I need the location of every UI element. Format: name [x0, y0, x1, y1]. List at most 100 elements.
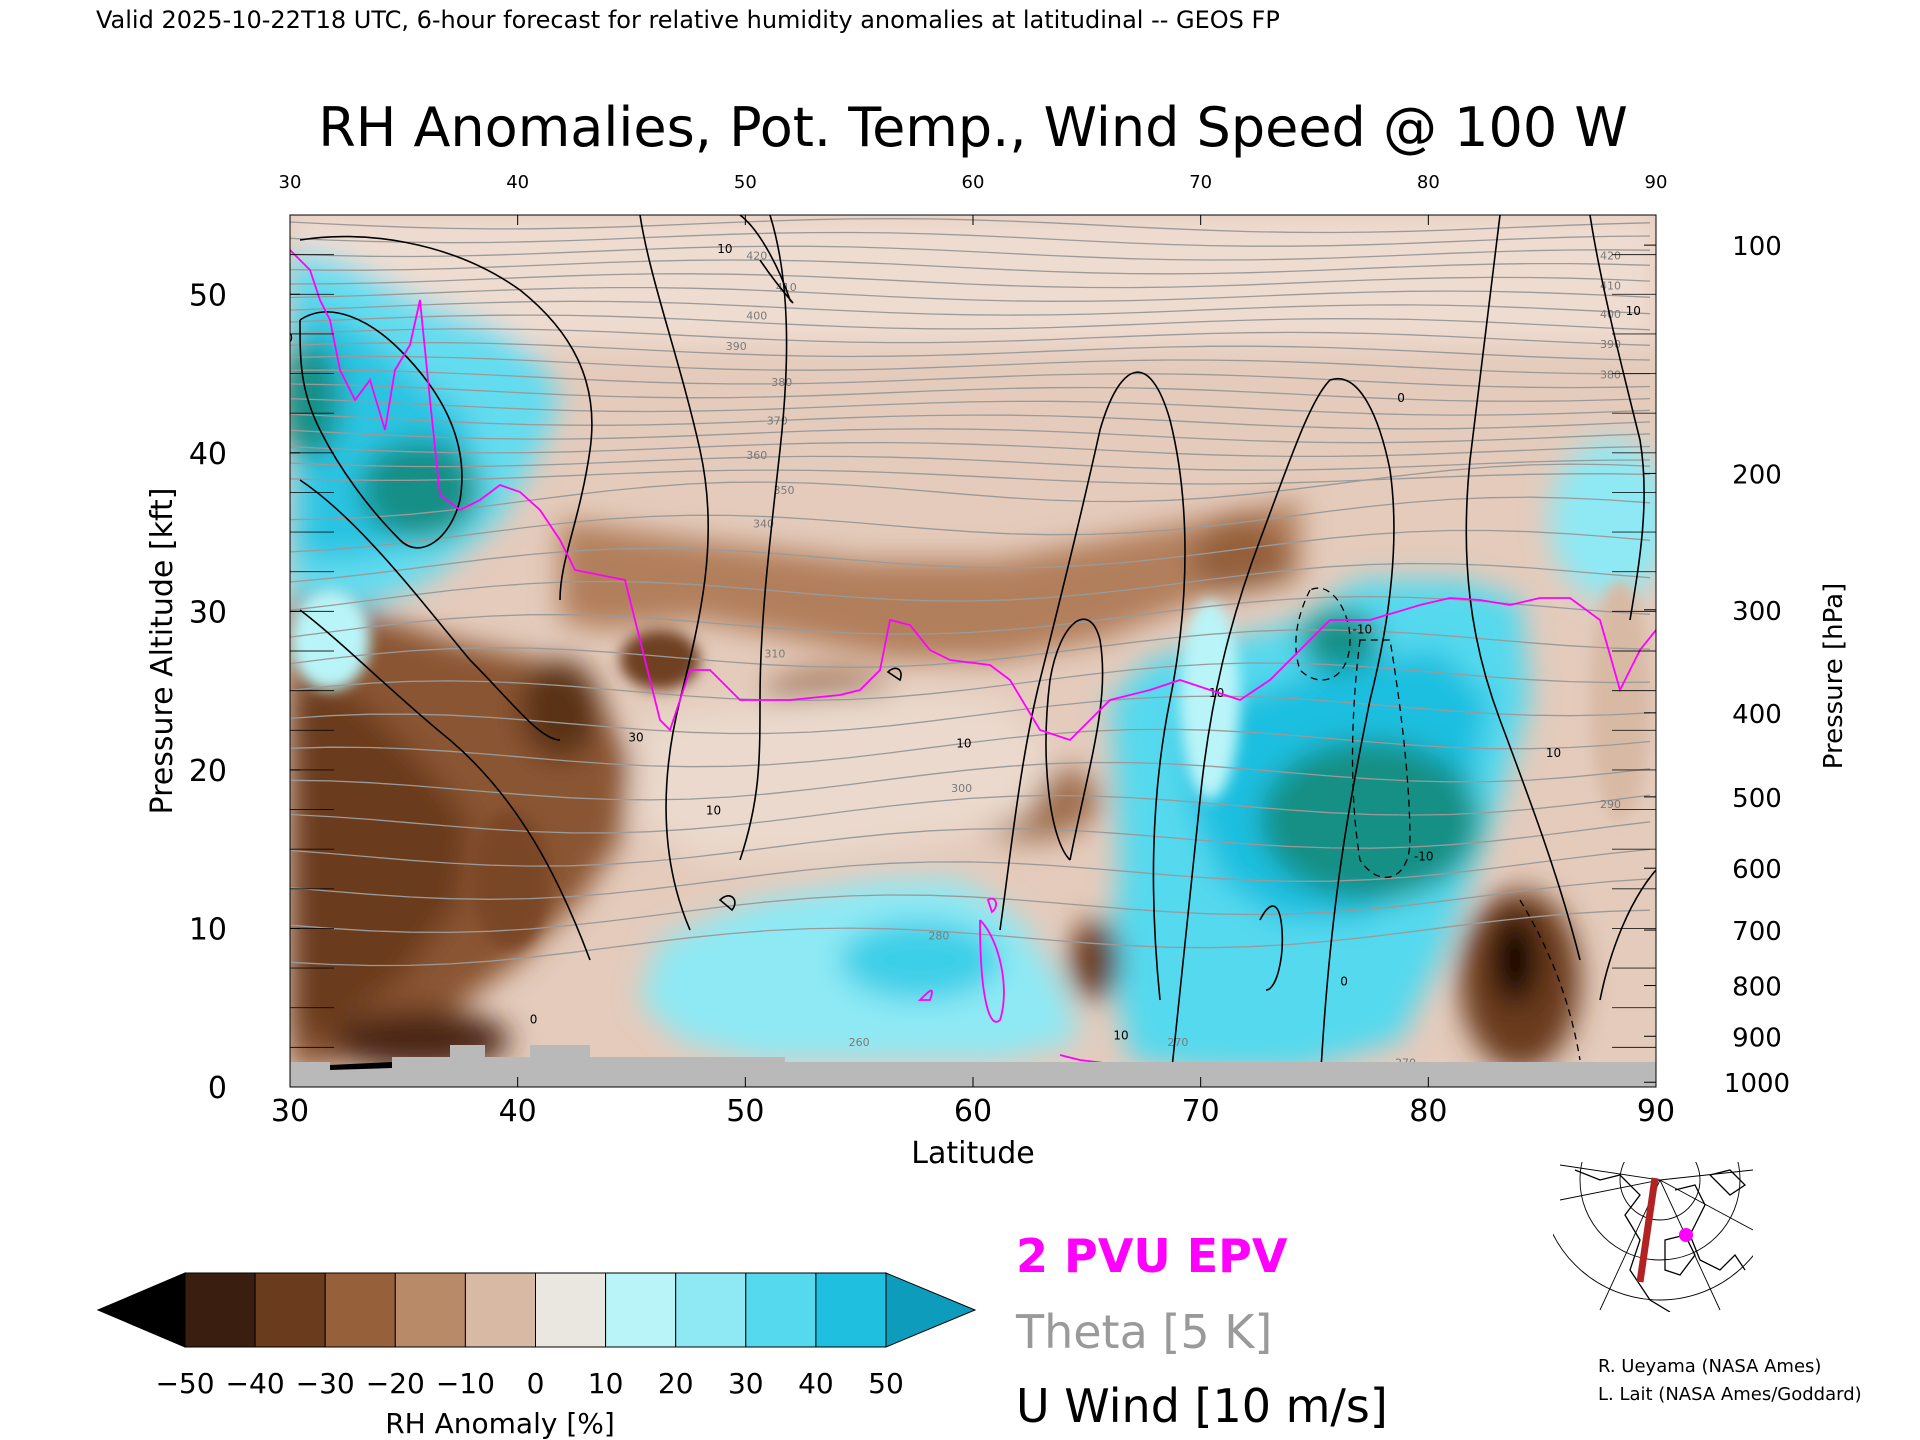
- rh-anomaly-detail: [290, 580, 1650, 950]
- theta-contour-label: 310: [764, 647, 785, 660]
- theta-contour-label: 300: [951, 782, 972, 795]
- theta-contour-label: 400: [1600, 308, 1621, 321]
- pressure-tick-label: 400: [1732, 700, 1782, 730]
- theta-contour: [290, 529, 1651, 583]
- wind-contour-label: 0: [530, 1013, 538, 1027]
- wind-contour-label: 0: [1340, 975, 1348, 989]
- y2-axis-label: Pressure [hPa]: [1819, 583, 1849, 770]
- wind-contour-label: -10: [1414, 849, 1434, 863]
- colorbar: −50 −40 −30 −20 −10 0 10 20 30 40 50: [96, 1272, 977, 1400]
- theta-contour: [290, 695, 1651, 735]
- theta-contour-label: 400: [746, 310, 767, 323]
- theta-contour: [290, 595, 1651, 638]
- theta-contour-label: 390: [726, 340, 747, 353]
- colorbar-under-arrow: [96, 1272, 186, 1348]
- inset-map: [1553, 1162, 1753, 1312]
- colorbar-tick-label: 30: [728, 1367, 764, 1400]
- theta-contour: [290, 286, 1651, 302]
- location-marker: [1679, 1228, 1693, 1242]
- x-tick-label-top: 70: [1189, 172, 1212, 193]
- wind-contour-label: 10: [717, 242, 732, 256]
- theta-contour: [290, 496, 1651, 553]
- terrain: [290, 1045, 1656, 1087]
- theta-contour: [290, 821, 1651, 867]
- theta-contour: [290, 455, 1651, 471]
- y-tick-label: 10: [189, 912, 227, 947]
- theta-contour: [290, 909, 1651, 967]
- theta-contour-label: 290: [1600, 798, 1621, 811]
- pressure-tick-label: 1000: [1724, 1069, 1790, 1099]
- theta-contour: [290, 218, 1651, 234]
- theta-contour: [290, 231, 1651, 247]
- theta-contour-label: 270: [1167, 1036, 1188, 1049]
- x-tick-label-top: 80: [1417, 172, 1440, 193]
- legend-u-wind: U Wind [10 m/s]: [1016, 1379, 1388, 1433]
- wind-contour-label: 10: [1626, 304, 1641, 318]
- credit-line-2: L. Lait (NASA Ames/Goddard): [1598, 1384, 1862, 1405]
- theta-contour: [290, 761, 1651, 801]
- pressure-tick-label: 500: [1732, 784, 1782, 814]
- x-tick-label-top: 50: [734, 172, 757, 193]
- colorbar-segment: [394, 1272, 466, 1348]
- theta-contour: [290, 369, 1651, 389]
- theta-contour: [290, 355, 1651, 375]
- x-tick-label: 50: [726, 1094, 764, 1129]
- wind-contours-negative: [1295, 587, 1581, 1061]
- x-tick-label-top: 30: [279, 172, 302, 193]
- theta-contour: [290, 245, 1651, 261]
- theta-contour-label: 410: [1600, 280, 1621, 293]
- header-caption: Valid 2025-10-22T18 UTC, 6-hour forecast…: [96, 6, 1280, 34]
- colorbar-tick-label: −10: [436, 1367, 495, 1400]
- pressure-tick-label: 300: [1732, 597, 1782, 627]
- theta-contour: [290, 413, 1651, 430]
- wind-contour-label: -10: [1353, 623, 1373, 637]
- theta-contour: [290, 441, 1651, 458]
- colorbar-segment: [464, 1272, 536, 1348]
- x-tick-label: 80: [1409, 1094, 1447, 1129]
- x-tick-label: 40: [499, 1094, 537, 1129]
- theta-contour: [290, 469, 1651, 485]
- pressure-tick-label: 700: [1732, 917, 1782, 947]
- colorbar-tick-label: −50: [155, 1367, 214, 1400]
- colorbar-tick-label: 0: [527, 1367, 545, 1400]
- theta-contour: [290, 878, 1651, 934]
- x-tick-label: 30: [271, 1094, 309, 1129]
- colorbar-tick-label: −40: [226, 1367, 285, 1400]
- theta-contour-label: 370: [767, 414, 788, 427]
- theta-contour: [290, 273, 1651, 289]
- theta-contour-label: 260: [849, 1036, 870, 1049]
- theta-contour-label: 380: [1600, 368, 1621, 381]
- colorbar-segment: [815, 1272, 887, 1348]
- x-tick-label-top: 90: [1645, 172, 1668, 193]
- wind-contour-label: 30: [628, 730, 643, 744]
- y-tick-label: 40: [189, 437, 227, 472]
- wind-contour-label: 10: [706, 803, 721, 817]
- pressure-tick-label: 600: [1732, 855, 1782, 885]
- x-tick-label-top: 40: [506, 172, 529, 193]
- colorbar-tick-label: −30: [296, 1367, 355, 1400]
- y-tick-label: 0: [208, 1071, 227, 1106]
- theta-contours: [290, 218, 1651, 967]
- wind-contours: [299, 215, 1656, 1087]
- credit-line-1: R. Ueyama (NASA Ames): [1598, 1356, 1821, 1377]
- theta-contour-label: 360: [746, 449, 767, 462]
- theta-contour: [290, 328, 1651, 346]
- colorbar-tick-label: −20: [366, 1367, 425, 1400]
- colorbar-label: RH Anomaly [%]: [385, 1407, 615, 1440]
- terrain-shadow: [330, 1062, 392, 1070]
- x-axis-label: Latitude: [911, 1136, 1034, 1171]
- theta-contour: [290, 728, 1651, 768]
- colorbar-tick-label: 10: [588, 1367, 624, 1400]
- colorbar-segment: [605, 1272, 677, 1348]
- colorbar-segment: [745, 1272, 817, 1348]
- colorbar-segment: [254, 1272, 326, 1348]
- colorbar-segment: [535, 1272, 607, 1348]
- theta-contour-label: 280: [928, 930, 949, 943]
- colorbar-tick-label: 20: [658, 1367, 694, 1400]
- section-line: [1636, 1177, 1659, 1283]
- plot-area: 4204104003903803703603503403103002902802…: [290, 215, 1656, 1087]
- colorbar-tick-label: 50: [868, 1367, 904, 1400]
- theta-contour-label: 340: [753, 517, 774, 530]
- colorbar-tick-label: 40: [798, 1367, 834, 1400]
